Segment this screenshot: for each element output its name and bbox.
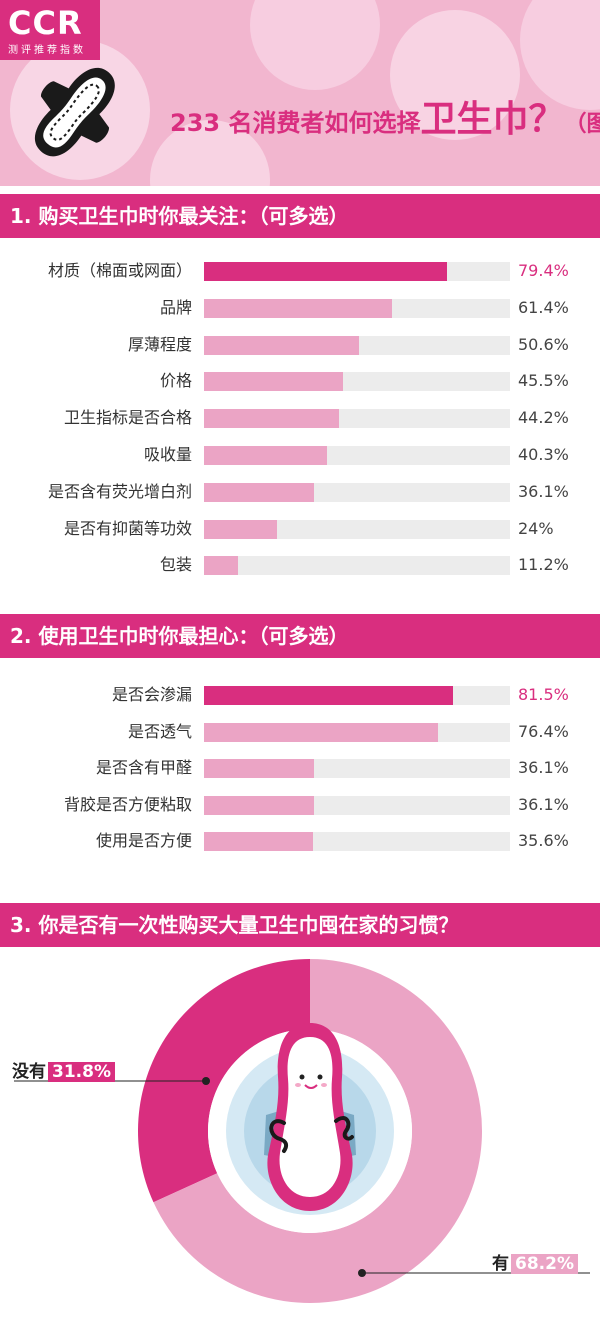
bar-value-label: 40.3%	[518, 445, 569, 464]
bar-track	[204, 335, 510, 355]
bar-row: 是否含有荧光增白剂 36.1%	[0, 481, 600, 503]
bar-track	[204, 832, 510, 851]
bar-label: 卫生指标是否合格	[63, 408, 192, 428]
label-no: 没有 31.8%	[12, 1057, 115, 1082]
bar-value-label: 35.6%	[518, 831, 569, 850]
bar-label: 吸收量	[143, 445, 192, 464]
label-no-text: 没有	[12, 1062, 46, 1082]
bar	[204, 795, 315, 815]
leader-dot-yes	[358, 1269, 366, 1277]
sanitary-pad-icon	[34, 67, 115, 157]
bar-label: 是否会渗漏	[111, 685, 192, 704]
bar-row: 材质（棉面或网面） 79.4%	[0, 260, 600, 282]
bar-track	[204, 372, 510, 392]
bar-value-label: 36.1%	[518, 481, 569, 501]
bar-row: 价格 45.5%	[0, 370, 600, 392]
bar-value-label: 24%	[518, 518, 554, 538]
bar-track	[204, 722, 510, 742]
bar-track	[204, 298, 510, 318]
title-part-1: 233 名消费者如何选择	[170, 109, 421, 137]
bar-track	[204, 556, 510, 576]
donut-slice-yes	[153, 959, 482, 1303]
bar-label: 使用是否方便	[95, 831, 192, 850]
label-yes-text: 有	[492, 1254, 509, 1274]
page-title: 233 名消费者如何选择卫生巾？（图 1）	[170, 90, 600, 142]
bar-label: 价格	[159, 371, 192, 391]
bar-track	[204, 795, 510, 815]
donut-svg	[14, 959, 590, 1303]
bar-row: 是否透气 76.4%	[0, 721, 600, 743]
bar-label: 是否含有甲醛	[95, 758, 192, 777]
bar-track	[204, 482, 510, 502]
section-2-title: 2. 使用卫生巾时你最担心：（可多选）	[0, 614, 600, 658]
bar-track	[204, 519, 510, 539]
bar-row: 吸收量 40.3%	[0, 444, 600, 466]
leader-dot-no	[202, 1077, 210, 1085]
bar	[204, 372, 344, 392]
donut-chart-stockpiling: 没有 31.8% 有 68.2%	[0, 945, 600, 1333]
bar	[204, 686, 454, 705]
bar-row: 是否会渗漏 81.5%	[0, 684, 600, 706]
bar-track	[204, 409, 510, 429]
bar	[204, 446, 328, 465]
donut-slice-no	[137, 959, 310, 1203]
bar-label: 背胶是否方便粘取	[63, 794, 192, 814]
bar-track	[204, 759, 510, 778]
section-3-title: 3. 你是否有一次性购买大量卫生巾囤在家的习惯？	[0, 903, 600, 947]
ccr-logo: CCR 测评推荐指数	[0, 0, 100, 60]
bar-row: 卫生指标是否合格 44.2%	[0, 407, 600, 429]
bar-track	[204, 262, 510, 281]
bar	[204, 409, 340, 429]
label-yes: 有 68.2%	[492, 1249, 578, 1274]
bar-row: 使用是否方便 35.6%	[0, 830, 600, 852]
label-yes-value: 68.2%	[511, 1254, 578, 1274]
bar	[204, 482, 315, 502]
bar	[204, 759, 315, 778]
decor-circle	[250, 0, 380, 90]
title-part-3: （图 1）	[564, 112, 600, 137]
decor-circle	[390, 10, 520, 140]
bar-track	[204, 686, 510, 705]
logo-text: CCR	[8, 4, 83, 42]
bar	[204, 335, 359, 355]
bar	[204, 519, 278, 539]
bar-label: 是否含有荧光增白剂	[47, 481, 192, 501]
bar-row: 是否有抑菌等功效 24%	[0, 518, 600, 540]
bar-value-label: 44.2%	[518, 408, 569, 428]
bar-row: 包装 11.2%	[0, 554, 600, 576]
title-part-2: 卫生巾？	[420, 99, 565, 140]
bar-value-label: 11.2%	[518, 555, 569, 575]
bar	[204, 832, 313, 851]
bar-value-label: 36.1%	[518, 758, 569, 777]
bar-value-label: 45.5%	[518, 371, 569, 391]
bar-track	[204, 446, 510, 465]
bar-row: 品牌 61.4%	[0, 297, 600, 319]
bar-label: 品牌	[159, 297, 192, 317]
bar	[204, 722, 438, 742]
bar-label: 是否有抑菌等功效	[63, 518, 192, 538]
bar-value-label: 76.4%	[518, 721, 569, 741]
bar-row: 是否含有甲醛 36.1%	[0, 757, 600, 779]
bar-value-label: 50.6%	[518, 334, 569, 354]
bar	[204, 298, 392, 318]
label-no-value: 31.8%	[48, 1062, 115, 1082]
bar-value-label: 61.4%	[518, 297, 569, 317]
bar-value-label: 81.5%	[518, 685, 569, 704]
bar-label: 厚薄程度	[127, 334, 192, 354]
bar-row: 背胶是否方便粘取 36.1%	[0, 794, 600, 816]
bar-row: 厚薄程度 50.6%	[0, 334, 600, 356]
bar-label: 是否透气	[127, 721, 192, 741]
bar-value-label: 79.4%	[518, 261, 569, 280]
logo-subtitle: 测评推荐指数	[8, 45, 86, 56]
bar-label: 材质（棉面或网面）	[47, 261, 192, 280]
bar-label: 包装	[159, 555, 192, 575]
section-1-title: 1. 购买卫生巾时你最关注：（可多选）	[0, 194, 600, 238]
bar-value-label: 36.1%	[518, 794, 569, 814]
bar	[204, 556, 239, 576]
header-banner: CCR 测评推荐指数 233 名消费者如何选择卫生巾？（图 1）	[0, 0, 600, 186]
pad-mascot-icon	[264, 1023, 356, 1211]
bar	[204, 262, 447, 281]
